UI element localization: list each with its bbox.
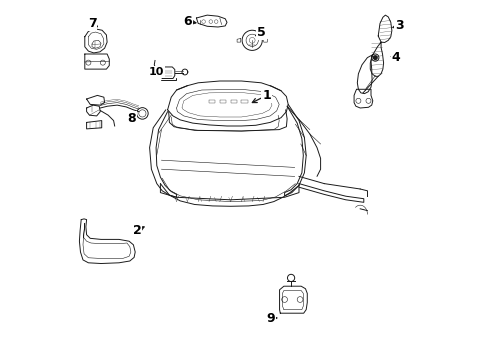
Polygon shape [87, 95, 104, 105]
Polygon shape [370, 42, 384, 76]
Polygon shape [87, 105, 100, 116]
Text: 10: 10 [149, 67, 165, 77]
Polygon shape [87, 121, 102, 129]
Polygon shape [85, 54, 109, 69]
Circle shape [373, 56, 377, 59]
Text: 4: 4 [392, 51, 401, 64]
Text: 5: 5 [257, 26, 266, 39]
Polygon shape [79, 219, 135, 264]
Text: 2: 2 [133, 224, 142, 237]
Text: 8: 8 [127, 112, 136, 125]
Polygon shape [85, 29, 107, 53]
Text: 6: 6 [183, 15, 192, 28]
Text: 3: 3 [395, 19, 404, 32]
Polygon shape [354, 89, 373, 108]
Polygon shape [162, 67, 175, 78]
Text: 9: 9 [266, 312, 274, 325]
Polygon shape [280, 286, 307, 313]
Polygon shape [357, 55, 373, 94]
Text: 7: 7 [88, 17, 97, 30]
Text: 1: 1 [262, 89, 271, 102]
Polygon shape [196, 15, 227, 27]
Polygon shape [168, 81, 288, 126]
Polygon shape [378, 15, 392, 42]
